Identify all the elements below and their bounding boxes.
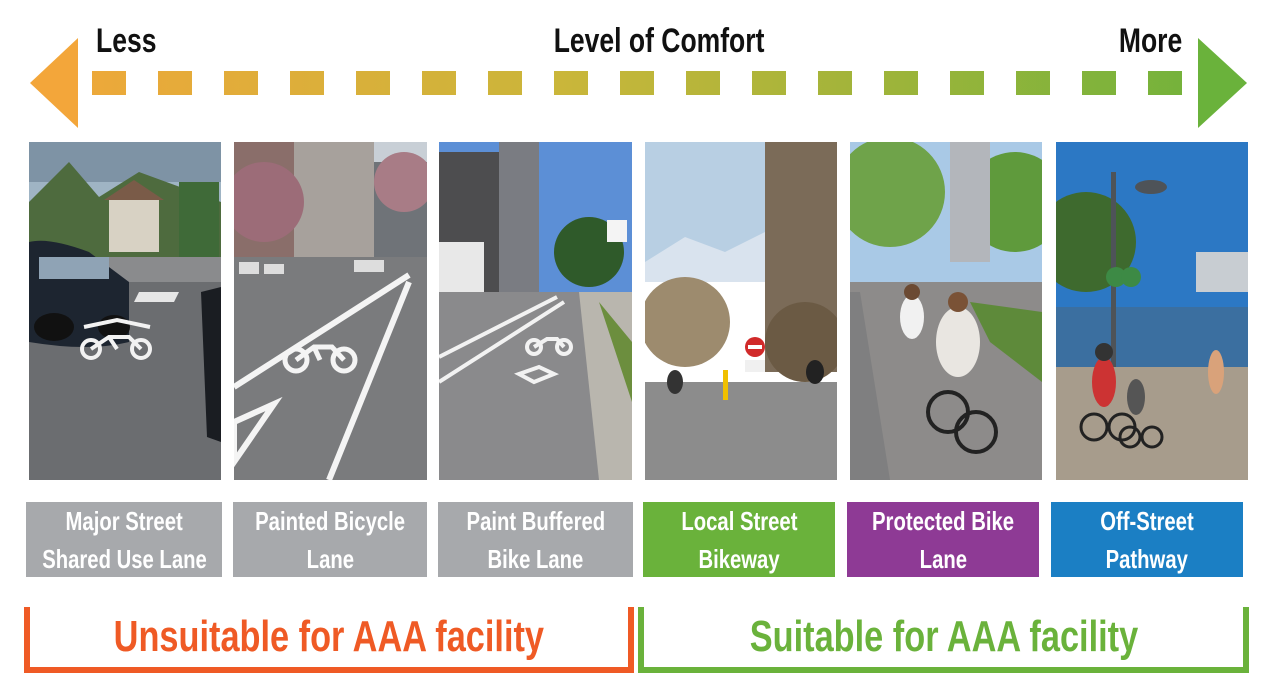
right-arrowhead: [1198, 38, 1247, 128]
facility-label-line1: Off-Street: [1100, 505, 1194, 536]
comfort-dash: [158, 71, 192, 95]
comfort-dash: [752, 71, 786, 95]
comfort-dash: [356, 71, 390, 95]
comfort-dash: [290, 71, 324, 95]
facility-label-line1: Local Street: [680, 505, 798, 536]
label-off-street-pathway: Off-Street Pathway: [1051, 502, 1243, 577]
scale-less-label: Less: [96, 22, 157, 60]
suitable-bracket: Suitable for AAA facility: [638, 607, 1249, 673]
comfort-dash: [1148, 71, 1182, 95]
comfort-arrow: [30, 38, 1247, 128]
facility-label-line2: Lane: [306, 543, 354, 574]
facility-label-line2: Pathway: [1105, 543, 1189, 574]
comfort-dash: [620, 71, 654, 95]
label-major-street-shared-use-lane: Major Street Shared Use Lane: [26, 502, 222, 577]
photo-painted-bicycle-lane: [234, 142, 427, 480]
scale-title: Level of Comfort: [553, 22, 765, 60]
dashed-line: [92, 71, 1182, 95]
facility-label-line1: Paint Buffered: [466, 505, 605, 536]
photo-local-street-bikeway: [645, 142, 837, 480]
comfort-dash: [884, 71, 918, 95]
scale-more-label: More: [1118, 22, 1182, 60]
comfort-dash: [950, 71, 984, 95]
photo-off-street-pathway: [1056, 142, 1248, 480]
comfort-dash: [1016, 71, 1050, 95]
left-arrowhead: [30, 38, 78, 128]
facility-label-line2: Shared Use Lane: [41, 543, 207, 574]
comfort-dash: [422, 71, 456, 95]
suitable-label: Suitable for AAA facility: [749, 612, 1138, 661]
unsuitable-bracket: Unsuitable for AAA facility: [24, 607, 634, 673]
facility-label-line1: Protected Bike: [871, 505, 1015, 536]
comfort-dash: [554, 71, 588, 95]
comfort-dash: [92, 71, 126, 95]
comfort-dash: [1082, 71, 1116, 95]
photo-major-street-shared-use-lane: [29, 142, 221, 480]
facility-label-line2: Bike Lane: [487, 543, 584, 574]
facility-label-line2: Bikeway: [698, 543, 780, 574]
facility-label-line2: Lane: [919, 543, 967, 574]
comfort-dash: [686, 71, 720, 95]
facility-label-line1: Painted Bicycle: [255, 505, 405, 536]
photo-paint-buffered-bike-lane: [439, 142, 632, 480]
label-protected-bike-lane: Protected Bike Lane: [847, 502, 1039, 577]
label-painted-bicycle-lane: Painted Bicycle Lane: [233, 502, 427, 577]
unsuitable-label: Unsuitable for AAA facility: [113, 612, 545, 661]
facility-label-line1: Major Street: [65, 505, 183, 536]
comfort-dash: [488, 71, 522, 95]
comfort-dash: [818, 71, 852, 95]
label-local-street-bikeway: Local Street Bikeway: [643, 502, 835, 577]
label-paint-buffered-bike-lane: Paint Buffered Bike Lane: [438, 502, 633, 577]
comfort-dash: [224, 71, 258, 95]
photo-protected-bike-lane: [850, 142, 1042, 480]
